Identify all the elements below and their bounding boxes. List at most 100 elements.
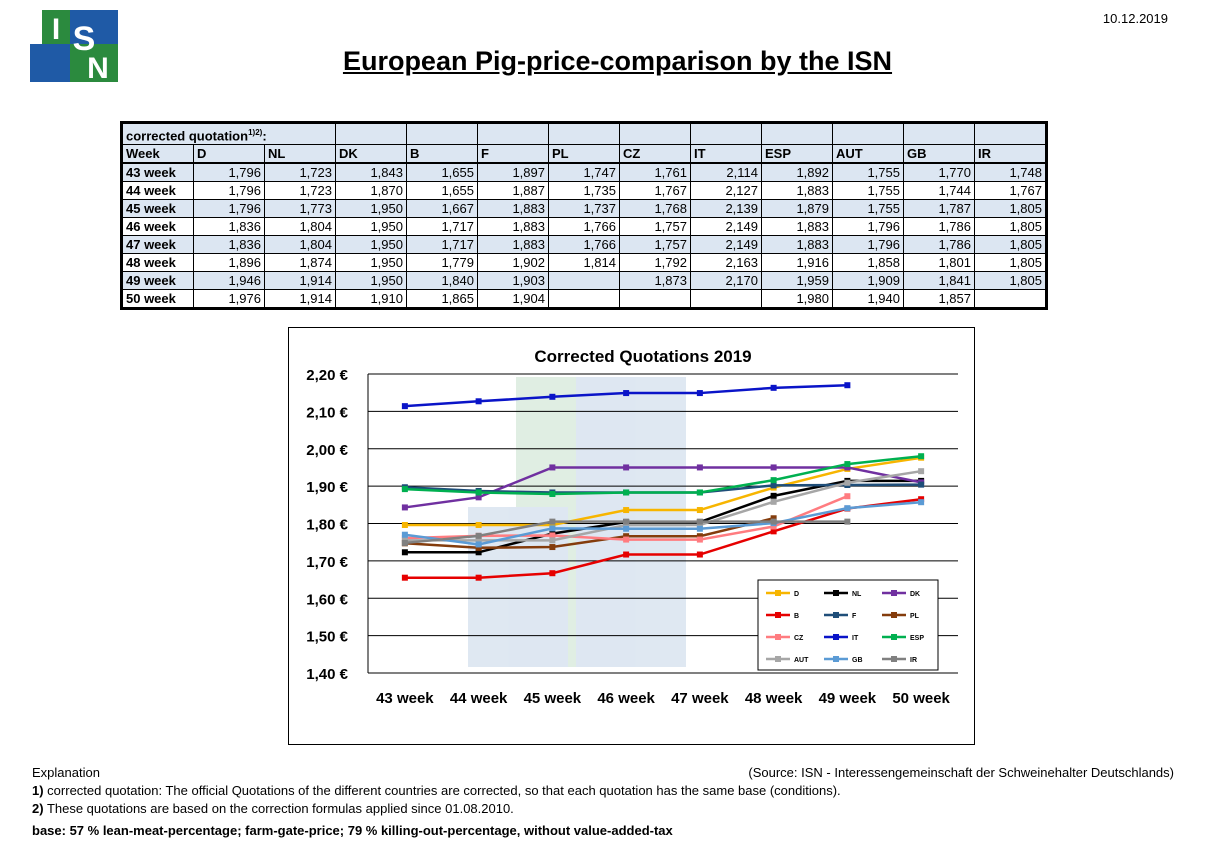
explanation: Explanation (32, 765, 100, 780)
header-cell: ESP (761, 144, 833, 165)
legend-marker (833, 590, 839, 596)
value-cell: 1,914 (264, 271, 336, 291)
point (401, 486, 408, 493)
header-row: Week D NL DK B F PL CZ IT ESP AUT GB IR (121, 144, 1047, 165)
price-table: corrected quotation1)2): Week D NL DK B F PL CZ I… (120, 121, 1048, 311)
legend-label: NL (852, 591, 862, 598)
value-cell: 1,655 (406, 162, 478, 183)
value-cell: 1,667 (406, 199, 478, 219)
value-cell: 1,786 (903, 217, 975, 237)
value-cell: 1,737 (548, 199, 620, 219)
legend-label: GB (852, 657, 863, 664)
value-cell: 1,858 (832, 253, 904, 273)
series-line (404, 469, 922, 542)
value-cell: 1,959 (761, 271, 833, 291)
y-tick-label: 2,00 € (306, 442, 348, 459)
x-tick-label: 48 week (745, 690, 803, 707)
header-cell: IR (974, 144, 1047, 165)
value-cell: 1,950 (335, 235, 407, 255)
y-tick-label: 1,70 € (306, 554, 348, 571)
series-line (404, 497, 922, 579)
legend-label: F (852, 613, 857, 620)
value-cell: 2,149 (690, 235, 762, 255)
empty-cell (832, 121, 904, 146)
legend-marker (775, 656, 781, 662)
point (623, 489, 630, 496)
note-text: corrected quotation: The official Quotat… (43, 783, 841, 798)
value-cell: 1,950 (335, 217, 407, 237)
point (549, 537, 556, 544)
value-cell: 1,744 (903, 181, 975, 201)
value-cell: 2,114 (690, 162, 762, 183)
point (475, 549, 482, 556)
value-cell: 1,903 (477, 271, 549, 291)
header-cell: DK (335, 144, 407, 165)
point (696, 536, 703, 543)
point (770, 528, 777, 535)
legend-label: CZ (794, 635, 804, 642)
series-line (404, 454, 922, 496)
logo-letter: I (52, 13, 60, 46)
point (623, 533, 630, 540)
value-cell: 1,879 (761, 199, 833, 219)
note: 1) corrected quotation: The official Quo… (32, 783, 841, 798)
data-row: 49 week 1,946 1,914 1,950 1,840 1,903 1,873 2,1… (121, 271, 1047, 291)
caption-cell: corrected quotation1)2): (121, 121, 336, 146)
series-line (404, 456, 922, 527)
value-cell: 1,757 (619, 235, 691, 255)
x-tick-label: 49 week (819, 690, 877, 707)
point (918, 468, 925, 475)
point (549, 544, 556, 551)
note-marker: 1) (32, 783, 44, 798)
empty-cell (761, 121, 833, 146)
value-cell: 1,805 (974, 235, 1047, 255)
value-cell: 1,755 (832, 199, 904, 219)
empty-cell (548, 121, 620, 146)
legend-marker (833, 612, 839, 618)
legend-marker (891, 634, 897, 640)
value-cell: 1,723 (264, 181, 336, 201)
value-cell: 1,904 (477, 289, 549, 310)
value-cell: 1,840 (406, 271, 478, 291)
value-cell: 1,897 (477, 162, 549, 183)
value-cell: 1,766 (548, 217, 620, 237)
value-cell: 1,980 (761, 289, 833, 310)
empty-cell (335, 121, 407, 146)
legend-label: DK (910, 591, 920, 598)
value-cell: 1,865 (406, 289, 478, 310)
series-line (404, 500, 922, 546)
point (770, 482, 777, 489)
week-cell: 45 week (121, 199, 194, 219)
value-cell: 1,766 (548, 235, 620, 255)
value-cell: 1,804 (264, 235, 336, 255)
legend-marker (833, 634, 839, 640)
series-line (404, 517, 774, 550)
value-cell: 1,814 (548, 253, 620, 273)
header-cell: F (477, 144, 549, 165)
y-tick-label: 1,60 € (306, 591, 348, 608)
header-cell: CZ (619, 144, 691, 165)
header-cell: NL (264, 144, 336, 165)
legend-label: D (794, 591, 799, 598)
legend-marker (891, 590, 897, 596)
value-cell: 1,723 (264, 162, 336, 183)
value-cell: 1,805 (974, 199, 1047, 219)
point (623, 507, 630, 514)
x-tick-label: 50 week (892, 690, 950, 707)
value-cell: 1,914 (264, 289, 336, 310)
legend-label: B (794, 613, 799, 620)
note: 2) These quotations are based on the cor… (32, 801, 514, 816)
value-cell: 1,940 (832, 289, 904, 310)
point (696, 390, 703, 397)
value-cell: 1,909 (832, 271, 904, 291)
header-cell: GB (903, 144, 975, 165)
point (696, 518, 703, 525)
value-cell: 1,768 (619, 199, 691, 219)
chart: Corrected Quotations 2019 1,40 € 1,50 € 1,6… (288, 327, 975, 745)
point (844, 505, 851, 512)
week-cell: 43 week (121, 162, 194, 183)
data-row: 46 week 1,836 1,804 1,950 1,717 1,883 1,766 1,7… (121, 217, 1047, 237)
y-tick-label: 2,10 € (306, 404, 348, 421)
title: European Pig-price-comparison by the ISN (342, 46, 893, 76)
point (401, 403, 408, 410)
